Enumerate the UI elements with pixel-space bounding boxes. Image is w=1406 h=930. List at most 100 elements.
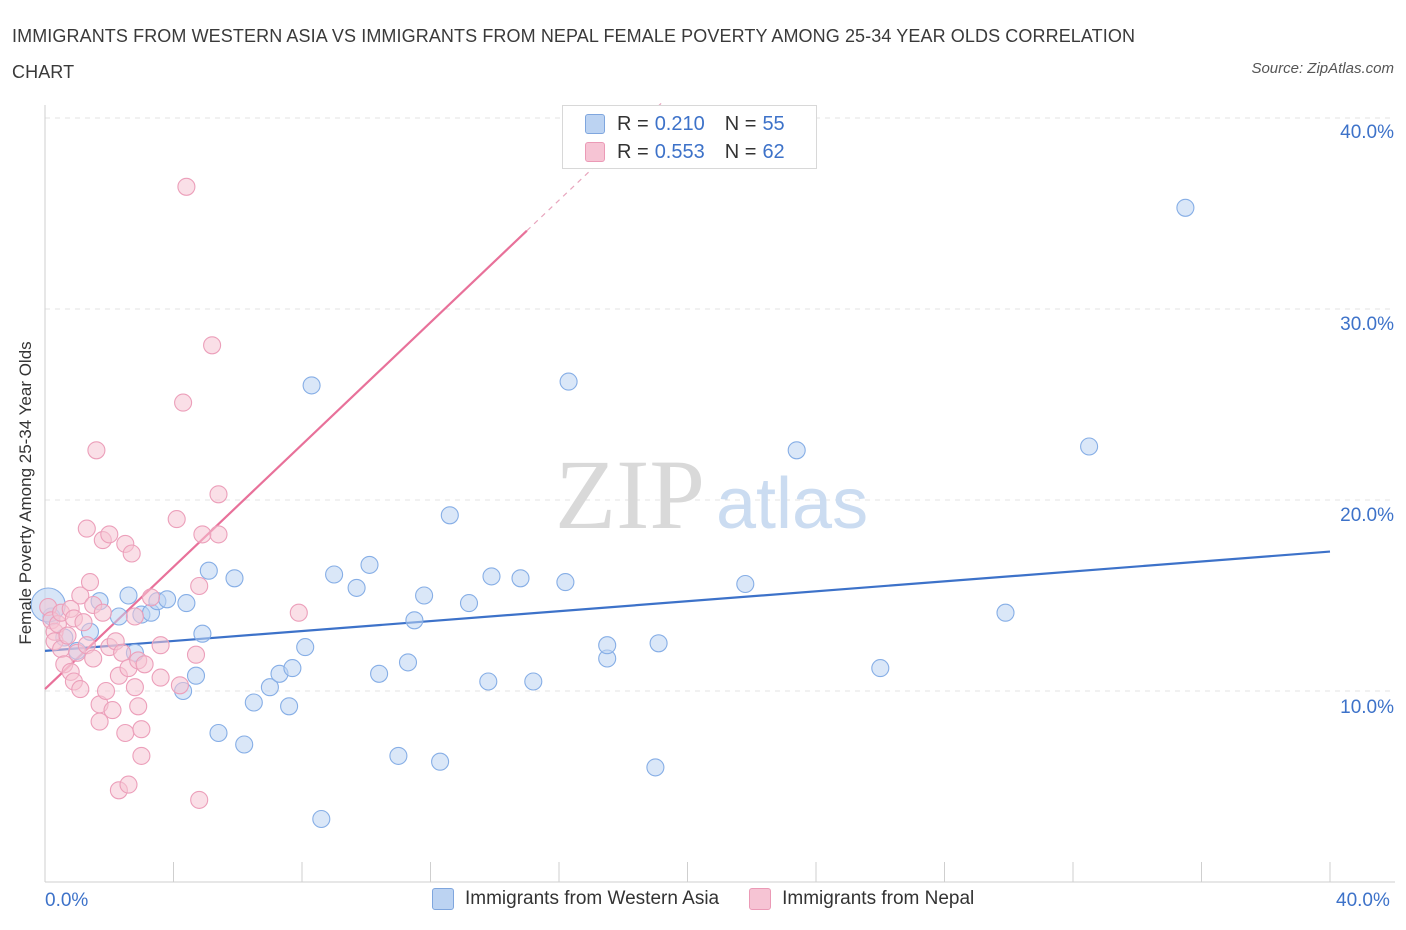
data-point-nepal: [71, 586, 90, 605]
data-point-western-asia: [996, 603, 1015, 622]
data-point-nepal: [170, 676, 189, 695]
data-point-western-asia: [360, 555, 379, 574]
data-point-nepal: [174, 393, 193, 412]
data-point-nepal: [209, 485, 228, 504]
y-tick-10: 10.0%: [1340, 697, 1394, 718]
data-point-western-asia: [479, 672, 498, 691]
data-point-western-asia: [209, 723, 228, 743]
data-point-western-asia: [186, 666, 206, 685]
data-point-western-asia: [524, 672, 543, 691]
data-point-nepal: [119, 775, 138, 794]
watermark: ZIP atlas: [555, 439, 868, 550]
data-point-western-asia: [158, 590, 177, 609]
data-point-western-asia: [736, 574, 755, 594]
legend-item-nepal: Immigrants from Nepal: [749, 888, 974, 910]
data-point-western-asia: [556, 573, 575, 592]
y-tick-30: 30.0%: [1340, 314, 1394, 335]
legend-swatch-pink: [749, 888, 772, 910]
data-point-nepal: [190, 790, 209, 809]
data-point-western-asia: [283, 659, 302, 678]
legend-swatch-pink: [585, 142, 605, 162]
legend-swatch-blue: [585, 114, 605, 134]
data-point-western-asia: [235, 735, 254, 754]
trend-line-western-asia: [44, 550, 1331, 652]
data-point-nepal: [58, 626, 77, 645]
data-point-western-asia: [389, 746, 408, 765]
data-point-western-asia: [1080, 437, 1099, 456]
axes: [44, 105, 1395, 883]
legend-label-nepal: Immigrants from Nepal: [782, 888, 975, 909]
data-point-nepal: [125, 678, 144, 697]
data-point-nepal: [151, 636, 170, 655]
data-point-nepal: [80, 573, 100, 592]
data-point-nepal: [74, 613, 93, 632]
data-point-western-asia: [325, 565, 344, 584]
legend-item-western-asia: Immigrants from Western Asia: [432, 888, 719, 910]
data-point-western-asia: [1176, 198, 1195, 217]
data-point-nepal: [125, 607, 144, 626]
data-point-western-asia: [177, 594, 196, 613]
y-tick-40: 40.0%: [1340, 122, 1394, 143]
data-point-nepal: [209, 525, 228, 544]
legend-n-value: 55: [762, 112, 785, 135]
data-point-western-asia: [440, 506, 459, 525]
data-point-western-asia: [302, 376, 321, 395]
chart-title: IMMIGRANTS FROM WESTERN ASIA VS IMMIGRAN…: [12, 26, 1136, 82]
data-point-western-asia: [119, 586, 138, 605]
data-point-nepal: [93, 603, 112, 622]
data-point-nepal: [71, 680, 90, 699]
data-point-western-asia: [312, 809, 331, 829]
data-point-western-asia: [260, 678, 279, 697]
data-point-nepal: [186, 645, 206, 664]
data-point-western-asia: [370, 664, 389, 683]
legend-row-nepal: R = 0.553 N = 62: [585, 139, 785, 165]
data-point-western-asia: [244, 693, 263, 712]
legend-r-value: 0.210: [654, 112, 705, 135]
source-label: Source: ZipAtlas.com: [1251, 60, 1394, 77]
data-point-nepal: [132, 746, 151, 765]
data-point-western-asia: [109, 607, 128, 626]
watermark-atlas: atlas: [716, 464, 868, 544]
legend-n-label: N =: [724, 140, 757, 163]
data-point-nepal: [96, 681, 116, 701]
data-point-western-asia: [280, 697, 299, 716]
data-point-western-asia: [193, 624, 212, 643]
legend-r-label: R =: [617, 140, 649, 163]
correlation-legend: R = 0.210 N = 55 R = 0.553 N = 62: [562, 105, 817, 169]
data-point-nepal: [193, 525, 212, 544]
data-point-nepal: [177, 177, 196, 196]
data-point-western-asia: [787, 441, 806, 460]
data-point-western-asia: [398, 653, 418, 672]
data-point-western-asia: [598, 636, 617, 655]
legend-r-value: 0.553: [654, 140, 705, 163]
legend-row-western-asia: R = 0.210 N = 55: [585, 111, 785, 137]
y-axis-label: Female Poverty Among 25-34 Year Olds: [16, 341, 35, 645]
watermark-zip: ZIP: [555, 439, 705, 550]
data-point-nepal: [122, 544, 141, 563]
data-point-nepal: [151, 668, 170, 687]
legend-n-value: 62: [762, 140, 785, 163]
series-legend: Immigrants from Western Asia Immigrants …: [432, 888, 1004, 910]
data-point-nepal: [129, 697, 148, 716]
data-point-western-asia: [405, 611, 424, 630]
trend-lines: [44, 102, 1331, 690]
data-point-western-asia: [559, 372, 578, 391]
data-point-western-asia: [649, 634, 668, 653]
data-point-nepal: [190, 576, 209, 596]
data-point-nepal: [87, 441, 106, 460]
data-point-nepal: [113, 643, 132, 662]
data-point-nepal: [116, 723, 135, 743]
data-point-nepal: [141, 588, 161, 607]
data-point-western-asia: [225, 569, 244, 588]
y-tick-20: 20.0%: [1340, 505, 1394, 526]
data-point-nepal: [100, 525, 119, 544]
data-point-western-asia: [296, 638, 315, 657]
legend-swatch-blue: [432, 888, 454, 910]
x-tick-min: 0.0%: [45, 890, 89, 911]
data-point-western-asia: [347, 578, 366, 597]
data-point-nepal: [203, 336, 222, 355]
data-point-western-asia: [511, 569, 530, 588]
legend-r-label: R =: [617, 112, 649, 135]
data-point-western-asia: [415, 586, 434, 605]
